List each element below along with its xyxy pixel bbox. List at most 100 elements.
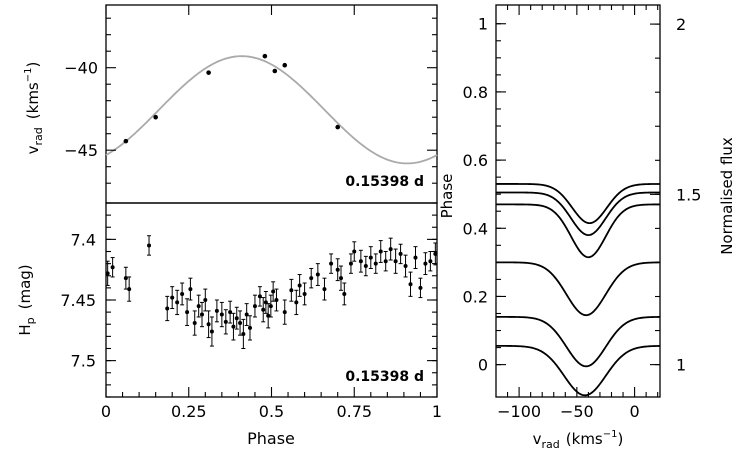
radial-velocity-ylabel-unit: (kms <box>24 82 42 119</box>
photometry-point <box>363 255 368 277</box>
photometry-point <box>170 286 175 309</box>
photometry-point <box>127 276 132 302</box>
photometry-point <box>206 310 211 339</box>
photometry-point <box>147 235 152 256</box>
photometry-point <box>383 251 388 272</box>
photometry-point <box>219 301 224 328</box>
line-profile-xlabel-unit: (kms <box>566 430 603 448</box>
line-profile-curve <box>496 191 660 236</box>
photometry-marker <box>165 306 170 311</box>
photometry-point <box>358 249 363 273</box>
photometry-marker <box>199 312 204 317</box>
photometry-marker <box>398 251 403 256</box>
photometry-marker <box>423 261 428 266</box>
photometry-marker <box>185 310 190 315</box>
photometry-marker <box>175 300 180 305</box>
photometry-point <box>214 299 219 323</box>
line-profile-curve <box>496 203 660 259</box>
photometry-marker <box>228 310 233 315</box>
photometry-marker <box>127 287 132 292</box>
photometry-marker <box>268 304 273 309</box>
line-profile-xtick-label: −100 <box>497 402 541 421</box>
photometry-marker <box>408 282 413 287</box>
radial-velocity-point <box>262 53 268 59</box>
line-profile-curve <box>496 261 661 317</box>
photometry-point <box>261 297 266 323</box>
photometry-point <box>418 277 423 299</box>
photometry-marker <box>123 276 128 281</box>
radial-velocity-point <box>206 70 211 75</box>
line-profile-xlabel-sub: rad <box>542 438 560 450</box>
photometry-marker <box>271 289 276 294</box>
photometry-marker <box>188 287 193 292</box>
radial-velocity-ytick-label: −40 <box>64 59 98 78</box>
photometry-point <box>348 253 353 274</box>
photometry-point <box>368 246 373 269</box>
photometry-point <box>413 246 418 269</box>
photometry-marker <box>219 312 224 317</box>
photometry-xtick-label: 1 <box>432 402 442 421</box>
radial-velocity-fit-curve <box>105 55 438 165</box>
photometry-marker <box>274 298 279 302</box>
photometry-point <box>393 248 398 274</box>
radial-velocity-ticks <box>105 5 438 184</box>
photometry-marker <box>180 291 185 296</box>
photometry-marker <box>378 249 383 254</box>
photometry-point <box>335 258 340 282</box>
photometry-point <box>252 294 257 318</box>
photometry-marker <box>282 310 287 315</box>
photometry-point <box>342 282 347 306</box>
photometry-point <box>192 310 197 336</box>
line-profile-ticks <box>496 5 660 397</box>
photometry-ylabel-unit: (mag) <box>16 264 34 309</box>
line-profile-flux-ytick-label: 1.5 <box>676 185 701 204</box>
photometry-xtick-label: 0.75 <box>336 402 372 421</box>
photometry-point <box>199 301 204 328</box>
photometry-marker <box>261 307 266 312</box>
photometry-point <box>408 271 413 297</box>
line-profile-phase-ytick-label: 0.8 <box>463 83 488 102</box>
photometry-point <box>373 253 378 274</box>
line-profile-curve <box>496 183 660 225</box>
photometry-marker <box>206 322 211 327</box>
line-profile-flux-ytick-label: 1 <box>676 356 686 375</box>
line-profile-xtick-label: 0 <box>629 402 639 421</box>
photometry-point <box>244 303 249 326</box>
photometry-marker <box>170 295 175 300</box>
photometry-period-annotation: 0.15398 d <box>345 369 424 385</box>
photometry-ylabel: Hp (mag) <box>16 264 37 335</box>
photometry-marker <box>388 247 393 252</box>
line-profile-curve <box>495 344 661 397</box>
photometry-marker <box>223 319 228 324</box>
line-profile-panel: 0 0.2 0.4 0.6 0.8 1 1 1.5 2 −100 −50 0 Phase Normal… <box>438 4 736 450</box>
photometry-marker <box>403 264 408 269</box>
photometry-ytick-labels: 7.4 7.45 7.5 <box>60 230 96 370</box>
radial-velocity-point <box>272 68 278 74</box>
photometry-point <box>309 267 314 289</box>
line-profile-curves <box>495 183 661 397</box>
line-profile-xlabel-close: ) <box>618 430 624 448</box>
line-profile-frame <box>495 4 661 398</box>
photometry-marker <box>352 249 357 254</box>
photometry-marker <box>203 298 208 302</box>
photometry-point <box>315 263 320 286</box>
photometry-point <box>322 277 327 301</box>
photometry-marker <box>368 255 373 260</box>
radial-velocity-point <box>153 114 158 120</box>
photometry-marker <box>252 304 257 309</box>
photometry-point <box>423 252 428 276</box>
radial-velocity-point <box>335 124 341 130</box>
photometry-point <box>274 288 279 312</box>
photometry-marker <box>238 321 243 326</box>
line-profile-xtick-label: −50 <box>560 402 594 421</box>
photometry-frame <box>105 202 438 398</box>
photometry-point <box>339 265 344 291</box>
photometry-marker <box>342 291 347 296</box>
photometry-point <box>271 281 276 302</box>
photometry-marker <box>294 300 299 305</box>
photometry-marker <box>315 272 320 277</box>
photometry-point <box>289 278 294 302</box>
line-profile-curve <box>496 316 661 368</box>
photometry-point <box>433 242 438 266</box>
